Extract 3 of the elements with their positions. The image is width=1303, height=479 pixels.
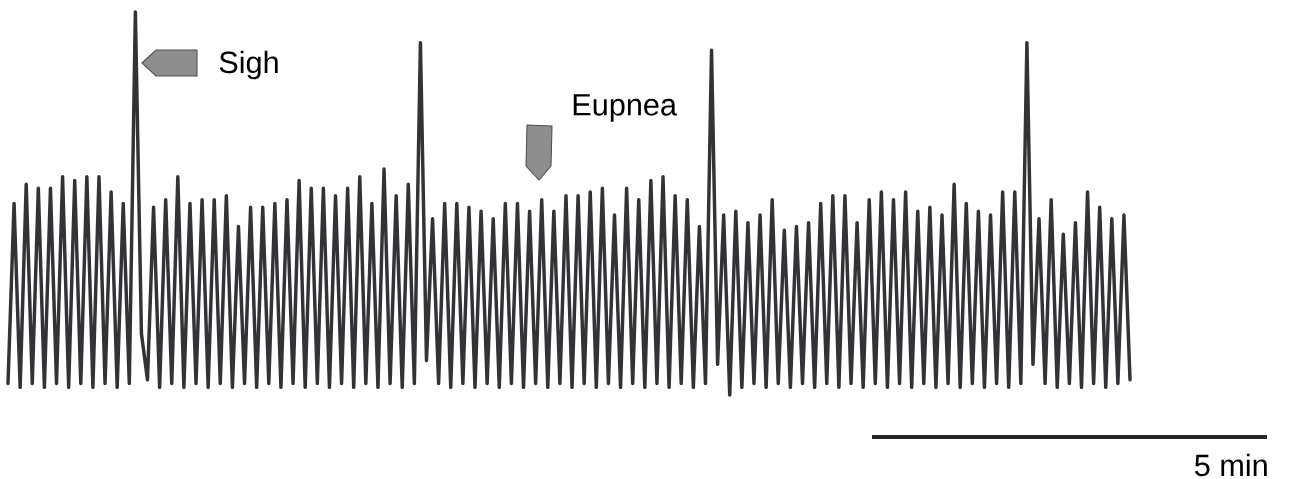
text: 5 min (1194, 453, 1267, 477)
annotation: Sigh (219, 50, 278, 80)
annotation: Eupnea (573, 94, 677, 122)
